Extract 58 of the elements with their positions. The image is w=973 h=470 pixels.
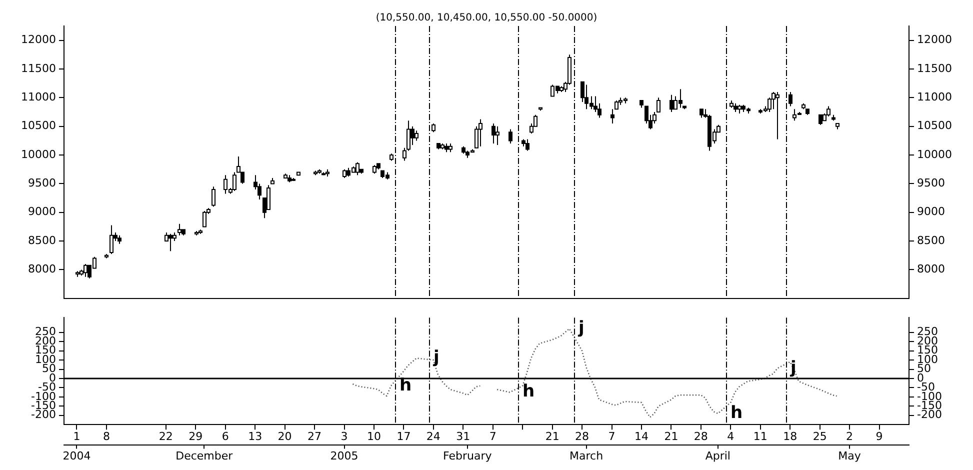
y-tick-label: 9500 bbox=[28, 176, 56, 190]
y2-tick-label: 10000 bbox=[917, 148, 952, 161]
x-tick-label: 7 bbox=[608, 430, 616, 444]
x-tick-label: 24 bbox=[426, 430, 440, 444]
ref-line-label: h bbox=[730, 402, 743, 423]
y2-tick-label: 11500 bbox=[917, 62, 952, 75]
y2-tick-label: 10500 bbox=[917, 119, 952, 132]
x-tick-label: 2 bbox=[846, 430, 854, 444]
x-tick-label: 8 bbox=[102, 430, 110, 444]
ref-line-label: j bbox=[790, 358, 796, 378]
y-tick-label: 8500 bbox=[28, 234, 56, 247]
x2-tick-label: December bbox=[176, 449, 234, 462]
y-tick-label: 8000 bbox=[28, 262, 56, 276]
x-tick-label: 22 bbox=[158, 430, 173, 444]
x2-tick-label: 2004 bbox=[62, 449, 91, 462]
x-tick-label: 27 bbox=[308, 430, 322, 444]
x2-tick-label: March bbox=[570, 449, 604, 462]
y-tick-label: 11500 bbox=[21, 62, 56, 75]
x-tick-label: 29 bbox=[188, 430, 203, 444]
ref-line-label: j bbox=[578, 318, 584, 338]
y2-tick-label: 8000 bbox=[917, 262, 945, 276]
y-tick-label: 9000 bbox=[28, 205, 56, 218]
x-tick-label: 21 bbox=[664, 430, 678, 444]
x-tick-label: 31 bbox=[456, 430, 470, 444]
chart-title: (10,550.00, 10,450.00, 10,550.00 -50.0000) bbox=[376, 12, 598, 24]
x-tick-label: 14 bbox=[634, 430, 648, 444]
x-tick-label: 13 bbox=[248, 430, 262, 444]
y-tick-label: 11000 bbox=[21, 90, 56, 104]
y2-tick-label: 9500 bbox=[917, 176, 945, 190]
x-tick-label: 10 bbox=[366, 430, 381, 444]
x-tick-label: 6 bbox=[222, 430, 229, 444]
x2-tick-label: February bbox=[443, 449, 492, 462]
y2-tick-label: 8500 bbox=[917, 234, 945, 247]
y-tick-label: 10000 bbox=[21, 148, 56, 161]
x-tick-label: 3 bbox=[340, 430, 348, 444]
x2-tick-label: 2005 bbox=[330, 449, 358, 462]
x-tick-label: 28 bbox=[694, 430, 708, 444]
x-tick-label: 28 bbox=[575, 430, 590, 444]
x-tick-label: 20 bbox=[278, 430, 292, 444]
x-tick-label: 21 bbox=[545, 430, 560, 444]
y2-tick-label: 11000 bbox=[917, 90, 952, 104]
x2-tick-label: May bbox=[838, 449, 862, 462]
ref-line-label: j bbox=[432, 348, 440, 368]
x-tick-label: 25 bbox=[812, 430, 827, 444]
y2-tick-label: 9000 bbox=[917, 205, 945, 218]
ref-line-label: h bbox=[522, 382, 535, 402]
y-tick-label: 10500 bbox=[21, 119, 56, 132]
x-tick-label: 4 bbox=[727, 430, 734, 444]
x-tick-label: 17 bbox=[396, 430, 411, 444]
ref-line-label: h bbox=[400, 375, 412, 396]
x-tick-label: 1 bbox=[73, 430, 80, 444]
x-tick-label: 11 bbox=[753, 430, 768, 444]
y-tick-label: 12000 bbox=[21, 33, 56, 46]
x-tick-label: 18 bbox=[783, 430, 798, 444]
x2-tick-label: April bbox=[705, 449, 730, 462]
x-tick-label: 9 bbox=[876, 430, 883, 444]
y2-tick-label: 12000 bbox=[917, 33, 952, 46]
x-tick-label: 7 bbox=[489, 430, 496, 444]
